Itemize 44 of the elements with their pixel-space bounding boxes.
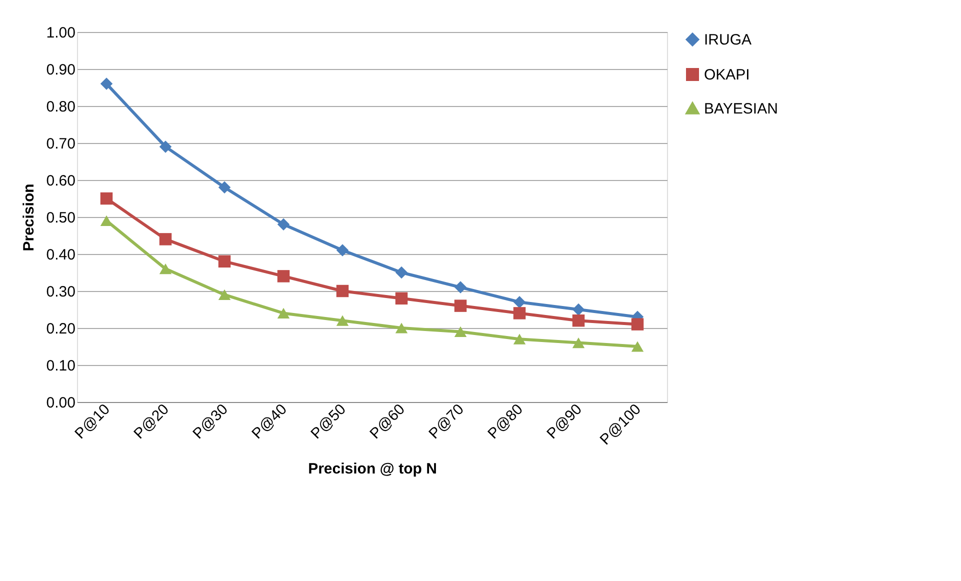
point xyxy=(631,318,644,330)
point xyxy=(100,78,113,90)
legend-label: IRUGA xyxy=(704,32,752,48)
y-tick-label: 0.90 xyxy=(46,62,76,78)
y-axis-title: Precision xyxy=(20,184,38,252)
point xyxy=(218,255,231,268)
y-tick-label: 0.30 xyxy=(46,284,76,300)
y-tick-label: 0.70 xyxy=(46,136,76,152)
point xyxy=(395,322,408,334)
point xyxy=(395,292,408,305)
point xyxy=(513,296,526,308)
point xyxy=(218,181,231,194)
y-tick-label: 0.10 xyxy=(46,358,76,374)
point xyxy=(277,308,290,319)
point xyxy=(513,307,526,320)
legend-label: BAYESIAN xyxy=(704,100,778,118)
point xyxy=(336,244,349,256)
y-tick-label: 0.60 xyxy=(46,172,76,190)
point xyxy=(631,341,644,352)
point xyxy=(336,315,349,326)
point xyxy=(277,218,290,231)
point xyxy=(572,337,585,348)
y-tick-label: 0.00 xyxy=(46,394,76,412)
point xyxy=(454,326,467,338)
point xyxy=(159,140,172,153)
legend-label: OKAPI xyxy=(704,66,750,84)
point xyxy=(513,334,526,344)
point xyxy=(218,289,231,300)
x-axis-title: Precision @ top N xyxy=(308,460,437,478)
y-tick-label: 0.40 xyxy=(46,246,76,264)
point xyxy=(277,270,290,282)
point xyxy=(454,281,467,294)
point xyxy=(336,284,349,298)
y-tick-label: 0.50 xyxy=(46,210,76,226)
point xyxy=(572,314,585,327)
y-tick-label: 0.20 xyxy=(46,320,76,338)
point xyxy=(159,233,172,246)
point xyxy=(159,263,172,274)
y-tick-label: 1.00 xyxy=(46,24,76,42)
y-tick-label: 0.80 xyxy=(46,98,76,116)
point xyxy=(395,266,408,279)
point xyxy=(100,192,113,205)
point xyxy=(572,303,585,316)
point xyxy=(454,300,467,312)
